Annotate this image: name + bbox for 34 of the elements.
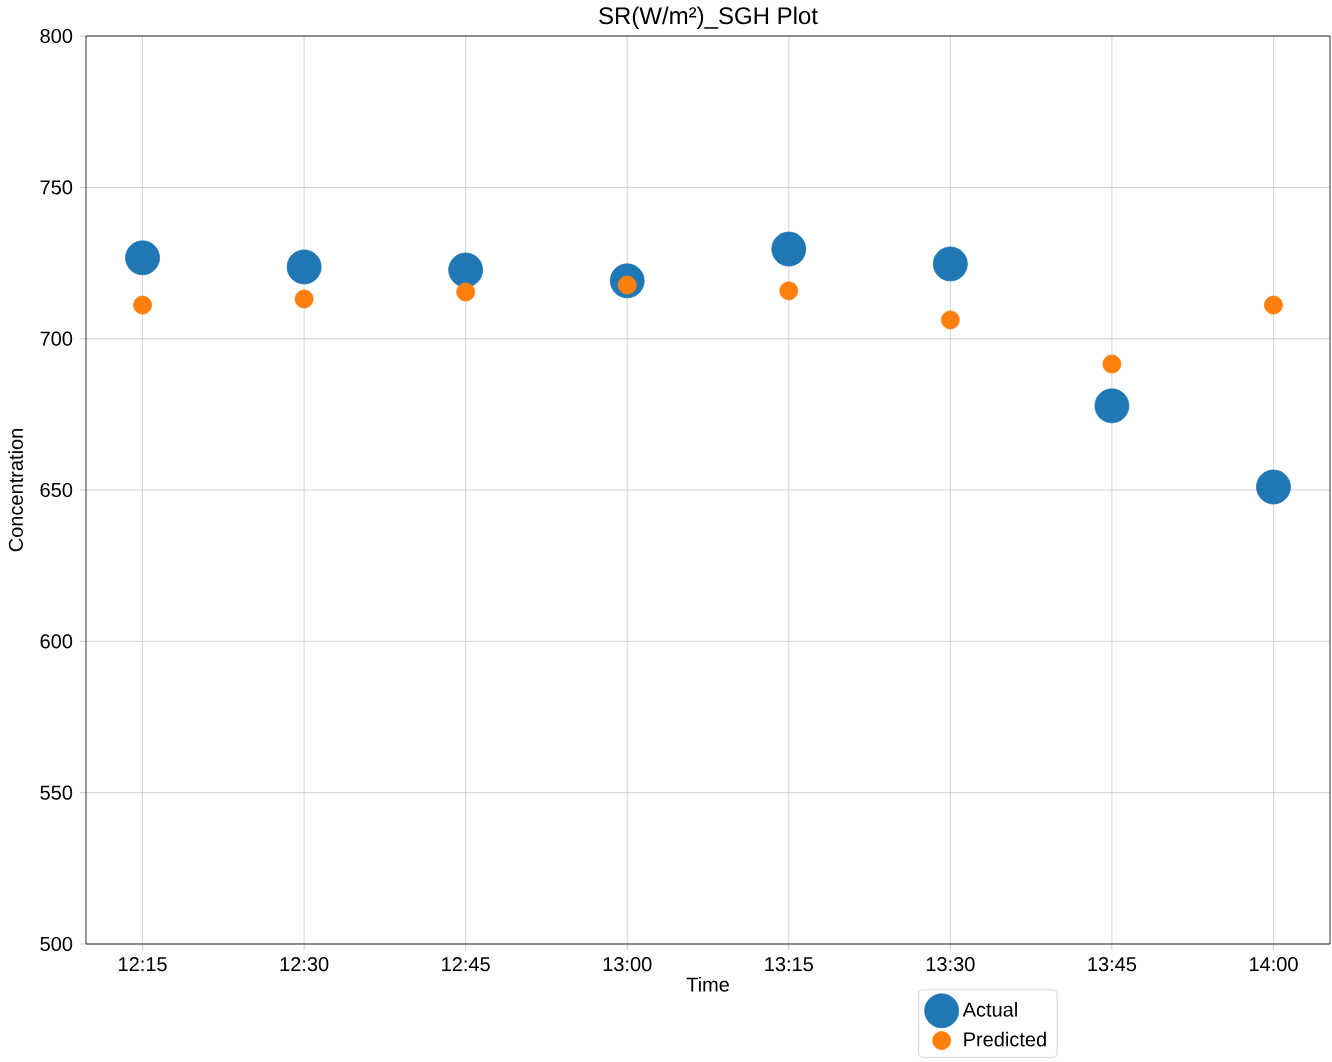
point [1094,388,1130,424]
point [1102,354,1122,374]
point [1256,469,1291,505]
y-tick-label: 500 [40,936,73,952]
point [932,246,968,282]
x-tick-label: 14:00 [1249,957,1298,972]
x-tick-label: 13:45 [1088,957,1137,972]
point [133,295,152,315]
x-tick-label: 13:30 [926,957,975,972]
y-tick-label: 800 [40,28,73,44]
point [771,231,807,267]
point [125,240,160,276]
legend-label: Predicted [964,1031,1046,1047]
y-tick-label: 550 [40,785,73,800]
x-tick-label: 12:45 [442,957,490,972]
chart-title: SR(W/m²)_SGH Plot [599,6,818,29]
point [940,310,960,330]
x-tick-label: 13:15 [765,957,813,972]
y-tick-label: 600 [40,634,73,649]
x-tick-label: 12:15 [119,957,167,972]
x-axis-title: Time [686,976,729,992]
y-tick-label: 750 [40,180,73,195]
point [779,281,799,301]
x-tick-label: 12:30 [280,957,329,972]
point [1264,295,1283,315]
y-axis-title: Concentration [8,429,23,552]
x-tick-label: 13:00 [603,957,652,972]
point [448,252,484,288]
point [286,249,322,285]
legend-label: Actual [962,1002,1017,1017]
y-tick-label: 650 [40,482,73,498]
point [456,282,476,302]
point [294,289,314,309]
y-tick-label: 700 [40,331,73,346]
